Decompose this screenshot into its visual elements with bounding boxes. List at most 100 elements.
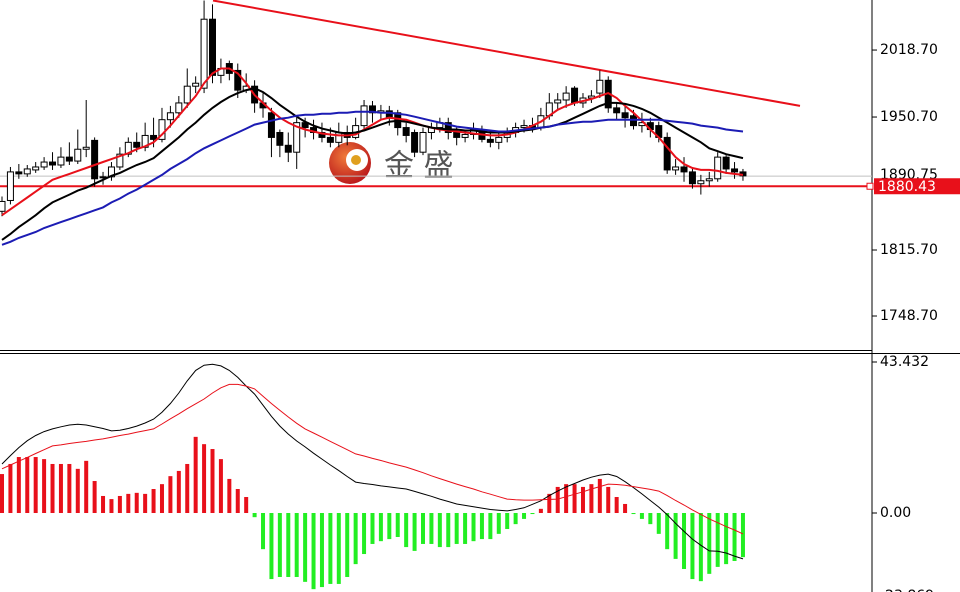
histogram-bar	[429, 513, 434, 544]
candle-body	[453, 131, 461, 138]
y-tick-label: 2018.70	[880, 42, 938, 58]
histogram-bar	[437, 513, 442, 548]
candle-body	[200, 18, 208, 89]
histogram-bar	[185, 463, 190, 514]
candle-body	[360, 105, 368, 127]
histogram-bar	[277, 513, 282, 577]
histogram-bar	[555, 486, 560, 514]
histogram-bar	[168, 476, 173, 514]
histogram-bar	[227, 478, 232, 514]
histogram-bar	[580, 486, 585, 514]
candle-body	[714, 156, 722, 180]
candle-body	[596, 79, 604, 94]
histogram-bar	[42, 459, 47, 514]
histogram-bar	[631, 513, 636, 515]
candle-body	[166, 112, 174, 121]
histogram-bar	[362, 513, 367, 555]
histogram-bar	[151, 489, 156, 514]
histogram-bar	[530, 513, 535, 515]
histogram-bar	[522, 513, 527, 519]
histogram-bar	[597, 478, 602, 514]
histogram-bar	[488, 513, 493, 540]
histogram-bar	[33, 457, 38, 514]
macd-line	[1, 383, 744, 535]
candle-body	[49, 161, 57, 166]
histogram-bar	[235, 489, 240, 514]
histogram-bar	[109, 499, 114, 514]
candle-body	[680, 166, 688, 173]
histogram-bar	[547, 493, 552, 514]
histogram-bar	[454, 513, 459, 544]
histogram-bar	[707, 513, 712, 574]
histogram-bar	[463, 513, 468, 544]
histogram-bar	[412, 513, 417, 551]
histogram-bar	[572, 484, 577, 514]
histogram-bar	[0, 474, 4, 514]
candle-body	[32, 166, 40, 171]
watermark: 金 盛	[329, 142, 454, 184]
candle-body	[65, 156, 73, 162]
moving-average	[1, 87, 744, 241]
candle-body	[486, 138, 494, 143]
histogram-bar	[252, 513, 257, 518]
histogram-bar	[261, 513, 266, 550]
histogram-bar	[656, 513, 661, 534]
candle-body	[40, 161, 48, 168]
candle-body	[571, 87, 579, 104]
histogram-bar	[126, 493, 131, 514]
candle-body	[23, 168, 31, 175]
histogram-bar	[479, 513, 484, 540]
histogram-bar	[92, 481, 97, 514]
histogram-bar	[58, 463, 63, 514]
price-label-box	[874, 178, 960, 195]
histogram-bar	[698, 513, 703, 582]
histogram-bar	[606, 486, 611, 514]
y-tick-label: 0.00	[880, 505, 911, 521]
candle-body	[284, 144, 292, 153]
candle-body	[621, 112, 629, 119]
histogram-bar	[193, 436, 198, 514]
histogram-bar	[715, 513, 720, 567]
candle-body	[554, 99, 562, 104]
y-tick-label: 1748.70	[880, 308, 938, 324]
candle-body	[688, 171, 696, 185]
candle-body	[722, 156, 730, 170]
candle-body	[91, 139, 99, 180]
histogram-bar	[328, 513, 333, 584]
histogram-bar	[639, 513, 644, 519]
histogram-bar	[303, 513, 308, 582]
histogram-bar	[623, 503, 628, 514]
histogram-bar	[505, 513, 510, 530]
candle-body	[234, 69, 242, 91]
histogram-bar	[84, 460, 89, 514]
candle-body	[183, 85, 191, 104]
candle-body	[0, 200, 6, 212]
histogram-bar	[286, 513, 291, 577]
candle-body	[82, 146, 90, 150]
histogram-bar	[740, 513, 745, 558]
histogram-bar	[673, 513, 678, 559]
candle-body	[276, 131, 284, 146]
y-tick-label: -23.869	[880, 588, 934, 592]
candle-body	[267, 112, 275, 138]
histogram-bar	[370, 513, 375, 544]
histogram-bar	[50, 463, 55, 514]
candle-body	[158, 119, 166, 140]
watermark-text: 金 盛	[384, 149, 454, 184]
histogram-bar	[421, 513, 425, 544]
candle-body	[731, 168, 739, 173]
candle-body	[116, 153, 124, 168]
candle-body	[99, 176, 107, 179]
candle-body	[495, 136, 503, 143]
histogram-bar	[75, 468, 80, 514]
histogram-bar	[513, 513, 518, 525]
histogram-bar	[117, 495, 122, 514]
candle-body	[663, 136, 671, 171]
candle-body	[133, 141, 141, 148]
histogram-bar	[244, 497, 249, 514]
trendline	[212, 0, 801, 107]
candle-body	[705, 178, 713, 182]
histogram-bar	[294, 513, 299, 577]
candle-body	[74, 148, 82, 162]
